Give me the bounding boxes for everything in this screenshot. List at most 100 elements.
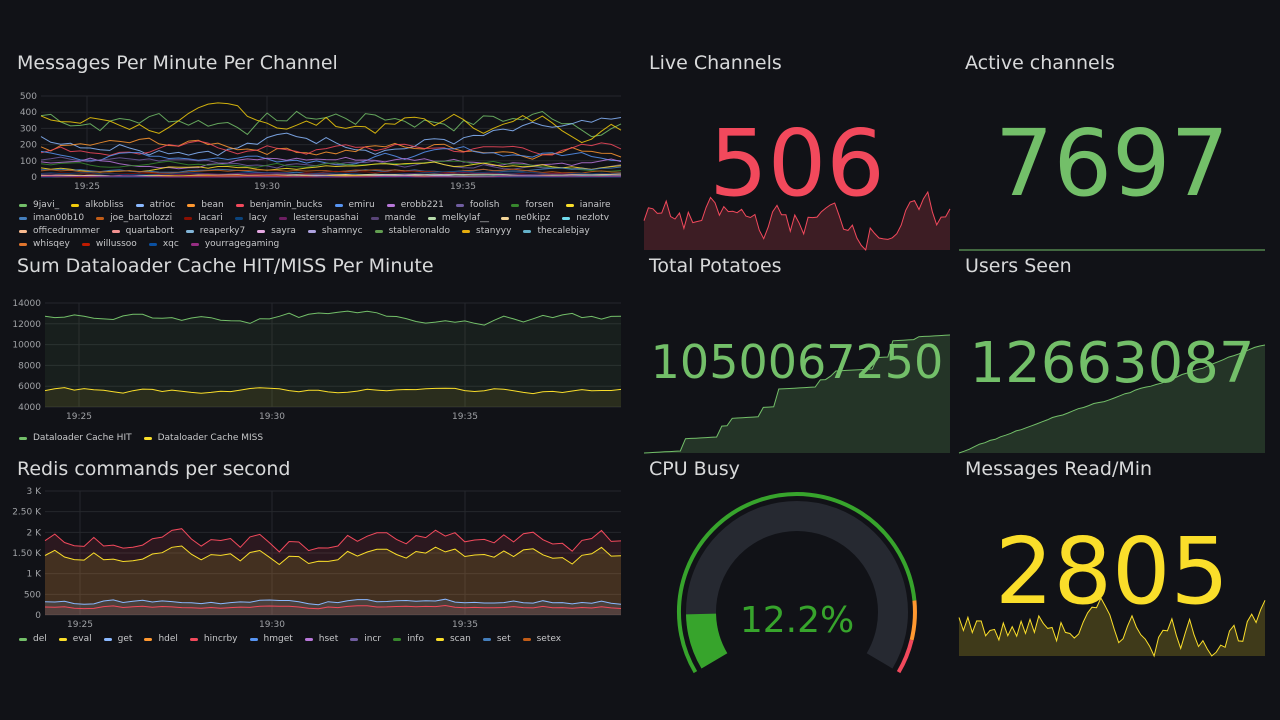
legend-item[interactable]: scan: [435, 634, 471, 644]
redis-chart[interactable]: 0 500 1 K 1.50 K 2 K 2.50 K 3 K 19:25 19:30 19:35: [12, 487, 627, 638]
legend-item[interactable]: get: [103, 634, 133, 644]
legend-item[interactable]: erobb221: [386, 200, 444, 210]
legend-item[interactable]: whisqey: [19, 239, 70, 249]
legend-item[interactable]: willussoo: [81, 239, 137, 249]
legend-item[interactable]: alkobliss: [71, 200, 124, 210]
legend-label: ianaire: [579, 200, 611, 210]
legend-label: del: [33, 634, 47, 644]
dataloader-chart[interactable]: 4000 6000 8000 10000 12000 14000 19:25 19:30 19:…: [12, 285, 627, 435]
series-line: [40, 160, 622, 172]
legend-item[interactable]: melkylaf__: [427, 213, 489, 223]
users-seen-title: Users Seen: [965, 255, 1072, 277]
legend-label: eval: [72, 634, 92, 644]
legend-item[interactable]: Dataloader Cache MISS: [143, 433, 263, 443]
legend-item[interactable]: hincrby: [189, 634, 238, 644]
legend-item[interactable]: del: [19, 634, 47, 644]
legend-item[interactable]: hmget: [249, 634, 293, 644]
series-line: [40, 140, 622, 156]
legend-label: stableronaldo: [388, 226, 451, 236]
redis-legend: del eval get hdel hincrby hmget hset incr info sc…: [19, 634, 625, 644]
series-line: [40, 156, 622, 170]
legend-label: willussoo: [95, 239, 137, 249]
total-potatoes-panel[interactable]: Total Potatoes 1050067250: [643, 255, 951, 454]
y-tick-label: 12000: [12, 320, 41, 330]
y-tick-label: 4000: [18, 403, 41, 413]
legend-item[interactable]: thecalebjay: [523, 226, 590, 236]
legend-swatch: [81, 242, 90, 246]
legend-swatch: [386, 203, 395, 207]
legend-label: setex: [536, 634, 562, 644]
active-channels-panel[interactable]: Active channels 7697: [959, 52, 1265, 251]
gauge-track: [686, 500, 908, 669]
users-seen-panel[interactable]: Users Seen 12663087: [958, 255, 1266, 454]
messages-chart[interactable]: 0 100 200 300 400 500 19:25 19:30 19:35: [17, 82, 627, 232]
legend-label: 9javi_: [33, 200, 60, 210]
legend-item[interactable]: eval: [58, 634, 92, 644]
messages-read-panel[interactable]: Messages Read/Min 2805: [958, 458, 1266, 658]
legend-swatch: [19, 229, 27, 233]
legend-swatch: [143, 436, 152, 440]
legend-swatch: [257, 229, 266, 233]
legend-item[interactable]: mande: [370, 213, 416, 223]
legend-label: hdel: [158, 634, 178, 644]
legend-item[interactable]: set: [482, 634, 511, 644]
legend-item[interactable]: lestersupashai: [279, 213, 359, 223]
legend-item[interactable]: emiru: [334, 200, 375, 210]
gauge-threshold-green: [676, 492, 917, 674]
legend-item[interactable]: benjamin_bucks: [235, 200, 323, 210]
legend-label: joe_bartolozzi: [110, 213, 173, 223]
legend-item[interactable]: info: [393, 634, 424, 644]
legend-item[interactable]: lacy: [234, 213, 267, 223]
legend-item[interactable]: 9javi_: [19, 200, 59, 210]
y-tick-label: 14000: [12, 299, 41, 309]
legend-item[interactable]: joe_bartolozzi: [96, 213, 172, 223]
legend-item[interactable]: atrioc: [135, 200, 175, 210]
legend-item[interactable]: quartabort: [111, 226, 174, 236]
active-channels-value: 7697: [994, 110, 1230, 217]
legend-item[interactable]: Dataloader Cache HIT: [19, 433, 132, 443]
y-tick-label: 1.50 K: [12, 549, 42, 559]
sparkline-line: [958, 596, 1266, 658]
legend-label: hset: [318, 634, 339, 644]
legend-item[interactable]: sayra: [257, 226, 296, 236]
legend-swatch: [144, 637, 153, 641]
legend-item[interactable]: stableronaldo: [374, 226, 451, 236]
legend-item[interactable]: bean: [187, 200, 224, 210]
legend-item[interactable]: setex: [522, 634, 562, 644]
legend-item[interactable]: ne0kipz: [501, 213, 550, 223]
legend-item[interactable]: incr: [350, 634, 381, 644]
legend-item[interactable]: shamnyc: [307, 226, 363, 236]
legend-swatch: [565, 203, 574, 207]
series-line: [40, 117, 622, 156]
legend-item[interactable]: hdel: [144, 634, 178, 644]
live-channels-panel[interactable]: Live Channels 506: [643, 52, 951, 252]
legend-item[interactable]: yourragegaming: [190, 239, 279, 249]
legend-label: get: [117, 634, 133, 644]
legend-label: set: [496, 634, 511, 644]
legend-label: mande: [384, 213, 416, 223]
legend-label: benjamin_bucks: [249, 200, 323, 210]
legend-swatch: [374, 229, 383, 233]
legend-swatch: [234, 216, 243, 220]
legend-item[interactable]: officedrummer: [19, 226, 100, 236]
legend-item[interactable]: forsen: [511, 200, 554, 210]
legend-label: shamnyc: [321, 226, 363, 236]
legend-swatch: [71, 203, 80, 207]
sparkline-line: [958, 344, 1266, 454]
legend-item[interactable]: nezlotv: [562, 213, 609, 223]
legend-swatch: [111, 229, 120, 233]
legend-item[interactable]: ianaire: [565, 200, 611, 210]
series-line: [40, 175, 622, 178]
legend-item[interactable]: foolish: [455, 200, 499, 210]
legend-item[interactable]: reaperky7: [185, 226, 245, 236]
series-area: [45, 311, 621, 407]
legend-item[interactable]: xqc: [148, 239, 179, 249]
legend-swatch: [190, 242, 199, 246]
cpu-busy-panel[interactable]: CPU Busy 12.2%: [644, 458, 950, 674]
legend-item[interactable]: hset: [304, 634, 339, 644]
legend-item[interactable]: stanyyy: [462, 226, 511, 236]
sparkline-line: [643, 190, 951, 252]
legend-item[interactable]: iman00b10: [19, 213, 84, 223]
legend-item[interactable]: lacari: [184, 213, 223, 223]
legend-swatch: [19, 203, 27, 207]
